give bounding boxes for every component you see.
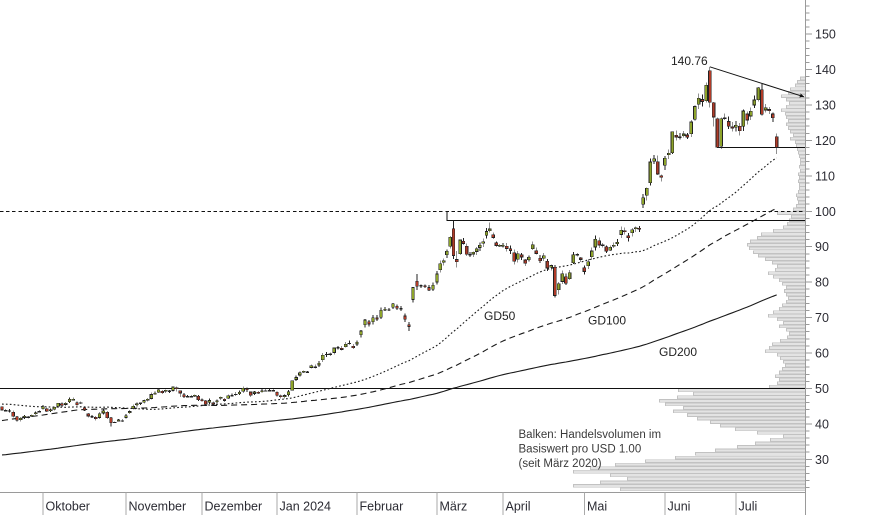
- svg-text:(seit März 2020): (seit März 2020): [519, 458, 602, 470]
- svg-text:130: 130: [815, 99, 836, 113]
- svg-text:60: 60: [815, 347, 829, 361]
- svg-text:Oktober: Oktober: [46, 500, 90, 514]
- svg-text:Jan 2024: Jan 2024: [280, 500, 331, 514]
- svg-text:März: März: [440, 500, 468, 514]
- svg-text:30: 30: [815, 453, 829, 467]
- svg-text:80: 80: [815, 276, 829, 290]
- svg-text:April: April: [506, 500, 531, 514]
- svg-text:Basiswert pro USD 1.00: Basiswert pro USD 1.00: [519, 444, 642, 456]
- svg-text:50: 50: [815, 382, 829, 396]
- svg-text:150: 150: [815, 28, 836, 42]
- svg-text:40: 40: [815, 417, 829, 431]
- svg-text:GD100: GD100: [588, 314, 626, 328]
- svg-text:90: 90: [815, 240, 829, 254]
- svg-text:GD200: GD200: [659, 345, 697, 359]
- svg-text:110: 110: [815, 169, 835, 183]
- svg-text:GD50: GD50: [484, 309, 516, 323]
- svg-text:November: November: [129, 500, 187, 514]
- svg-text:140: 140: [815, 63, 836, 77]
- svg-text:Juni: Juni: [668, 500, 691, 514]
- svg-text:100: 100: [815, 205, 836, 219]
- svg-text:120: 120: [815, 134, 836, 148]
- svg-text:Juli: Juli: [739, 500, 758, 514]
- svg-text:70: 70: [815, 311, 829, 325]
- svg-text:Dezember: Dezember: [205, 500, 263, 514]
- svg-text:Mai: Mai: [587, 500, 607, 514]
- svg-text:Februar: Februar: [360, 500, 404, 514]
- svg-text:Balken: Handelsvolumen im: Balken: Handelsvolumen im: [519, 429, 662, 441]
- svg-text:140.76: 140.76: [671, 54, 708, 68]
